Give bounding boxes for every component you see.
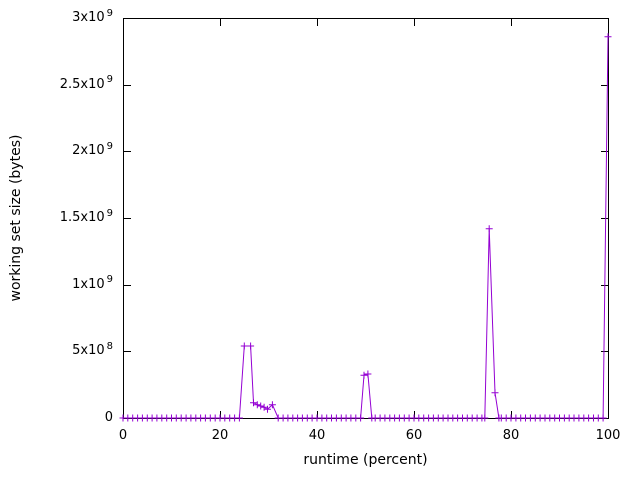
x-tick-label: 0 (118, 428, 128, 443)
x-tick-label: 40 (308, 428, 326, 443)
y-tick-label: 2x10 9 (72, 141, 113, 159)
x-axis-label: runtime (percent) (303, 452, 428, 468)
x-tick-label: 100 (595, 428, 621, 443)
y-tick-label: 3x10 9 (72, 7, 113, 25)
y-tick-label: 5x10 8 (72, 341, 113, 359)
axis-ticks (123, 18, 609, 419)
y-axis-label: working set size (bytes) (8, 134, 24, 302)
series-plus-markers (119, 33, 612, 422)
y-tick-label: 1.5x10 9 (59, 207, 113, 225)
y-tick-label: 1x10 9 (72, 274, 113, 292)
series-line (123, 36, 609, 419)
x-tick-label: 80 (502, 428, 520, 443)
y-tick-label: 0 (104, 410, 113, 425)
y-tick-label: 2.5x10 9 (59, 74, 113, 92)
plot-border (123, 18, 609, 419)
x-tick-label: 20 (211, 428, 229, 443)
x-tick-label: 60 (405, 428, 423, 443)
